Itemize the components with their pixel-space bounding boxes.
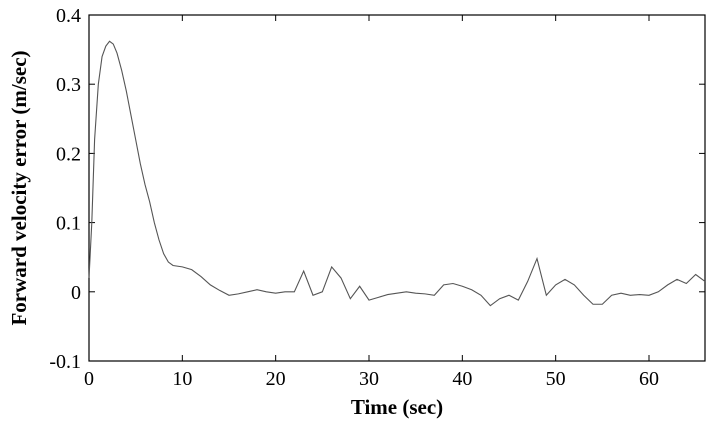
x-tick-label: 10 <box>172 368 192 390</box>
x-tick-label: 0 <box>84 368 94 390</box>
y-tick-label: 0.4 <box>56 5 81 27</box>
x-tick-label: 40 <box>452 368 472 390</box>
x-tick-label: 20 <box>266 368 286 390</box>
x-axis-label: Time (sec) <box>351 395 443 419</box>
x-tick-label: 30 <box>359 368 379 390</box>
y-axis-label: Forward velocity error (m/sec) <box>7 50 31 325</box>
series-line <box>88 40 706 307</box>
y-tick-label: 0 <box>71 282 81 304</box>
y-tick-label: 0.1 <box>56 213 81 235</box>
y-tick-label: -0.1 <box>49 351 81 373</box>
ticks-layer <box>88 14 705 362</box>
y-tick-label: 0.3 <box>56 74 81 96</box>
tick-labels-layer: 0 10 20 30 40 50 60-0.100.10.20.30.4 <box>49 5 659 390</box>
y-tick-label: 0.2 <box>56 143 81 165</box>
plot-area <box>88 14 706 362</box>
x-tick-label: 60 <box>639 368 659 390</box>
x-tick-label: 50 <box>546 368 566 390</box>
